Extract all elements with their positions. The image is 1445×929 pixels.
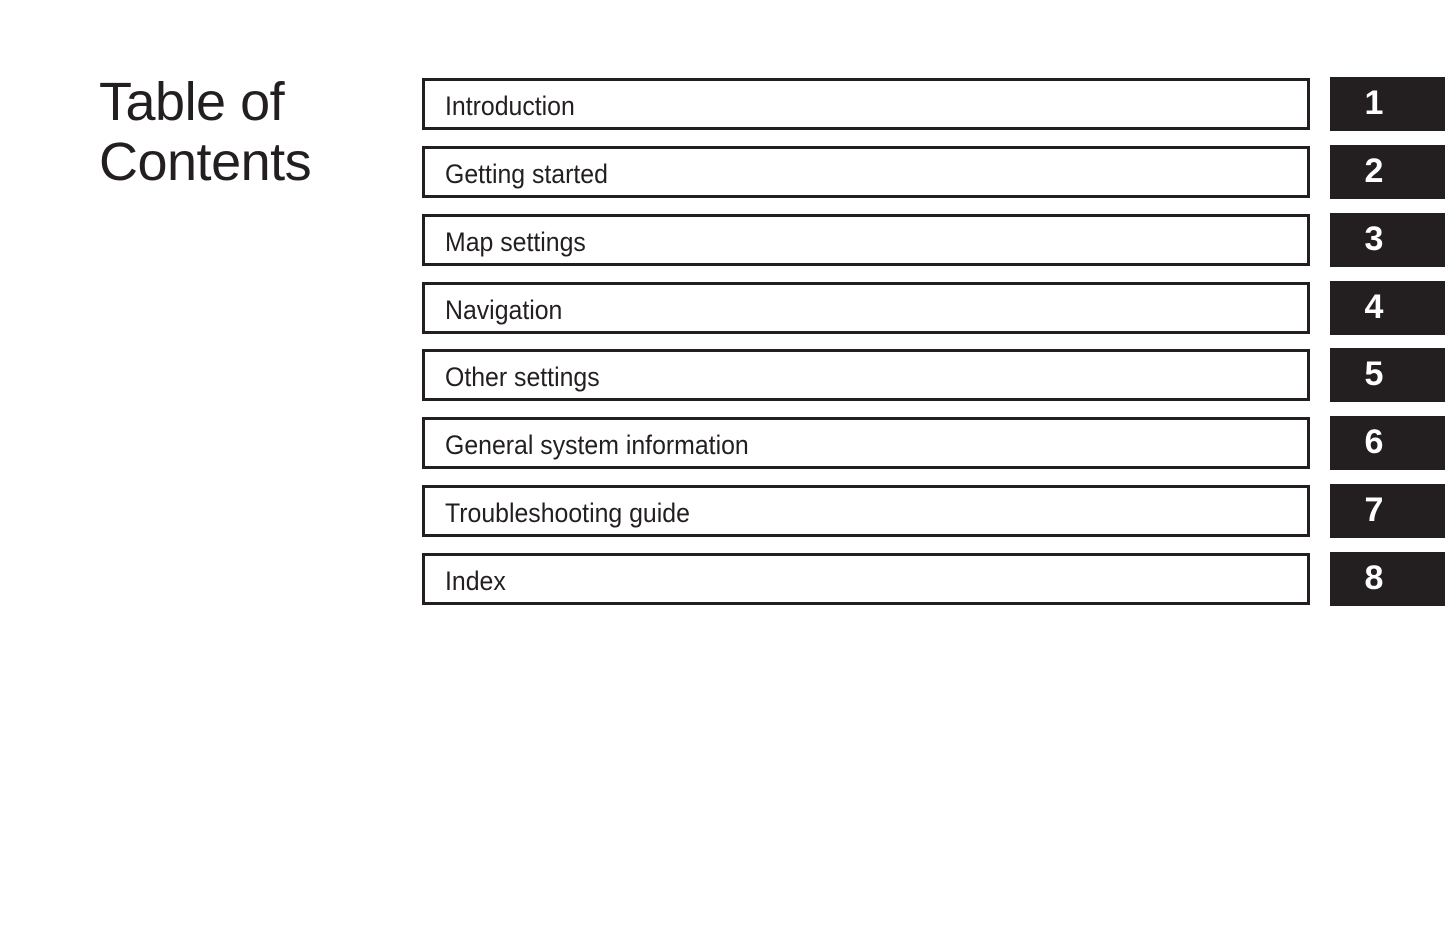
chapter-number: 8	[1364, 559, 1384, 597]
chapter-label: Other settings	[445, 362, 600, 392]
chapter-label: Map settings	[445, 227, 586, 257]
chapter-label: Navigation	[445, 295, 563, 325]
chapter-row: Index 8	[422, 552, 1445, 606]
chapter-link-index[interactable]: Index	[422, 553, 1310, 605]
chapter-number: 7	[1364, 491, 1384, 529]
chapter-tab-3[interactable]: 3	[1330, 213, 1445, 267]
chapter-label: General system information	[445, 430, 749, 460]
chapter-link-general-system-information[interactable]: General system information	[422, 417, 1310, 469]
chapter-number: 3	[1364, 220, 1384, 258]
title-line-2: Contents	[99, 132, 312, 192]
chapter-row: Navigation 4	[422, 281, 1445, 335]
chapter-link-other-settings[interactable]: Other settings	[422, 349, 1310, 401]
chapter-number: 2	[1364, 152, 1384, 190]
chapter-label: Getting started	[445, 159, 608, 189]
chapter-link-map-settings[interactable]: Map settings	[422, 214, 1310, 266]
chapter-tab-4[interactable]: 4	[1330, 281, 1445, 335]
chapter-label: Index	[445, 566, 506, 596]
chapter-row: Getting started 2	[422, 145, 1445, 199]
chapter-label: Troubleshooting guide	[445, 498, 690, 528]
chapter-label: Introduction	[445, 91, 575, 121]
chapter-tab-1[interactable]: 1	[1330, 77, 1445, 131]
chapter-tab-2[interactable]: 2	[1330, 145, 1445, 199]
chapter-link-getting-started[interactable]: Getting started	[422, 146, 1310, 198]
chapter-row: Troubleshooting guide 7	[422, 484, 1445, 538]
chapter-tab-5[interactable]: 5	[1330, 348, 1445, 402]
chapter-link-introduction[interactable]: Introduction	[422, 78, 1310, 130]
page-title: Table of Contents	[99, 72, 312, 192]
chapter-tab-8[interactable]: 8	[1330, 552, 1445, 606]
chapter-tab-6[interactable]: 6	[1330, 416, 1445, 470]
chapter-number: 4	[1364, 288, 1384, 326]
chapter-row: Map settings 3	[422, 213, 1445, 267]
chapter-row: Introduction 1	[422, 77, 1445, 131]
chapter-tab-7[interactable]: 7	[1330, 484, 1445, 538]
chapter-number: 5	[1364, 355, 1384, 393]
chapter-number: 6	[1364, 423, 1384, 461]
chapter-row: Other settings 5	[422, 348, 1445, 402]
chapter-number: 1	[1364, 84, 1384, 122]
chapter-link-troubleshooting-guide[interactable]: Troubleshooting guide	[422, 485, 1310, 537]
chapter-link-navigation[interactable]: Navigation	[422, 282, 1310, 334]
chapter-row: General system information 6	[422, 416, 1445, 470]
title-line-1: Table of	[99, 72, 285, 132]
